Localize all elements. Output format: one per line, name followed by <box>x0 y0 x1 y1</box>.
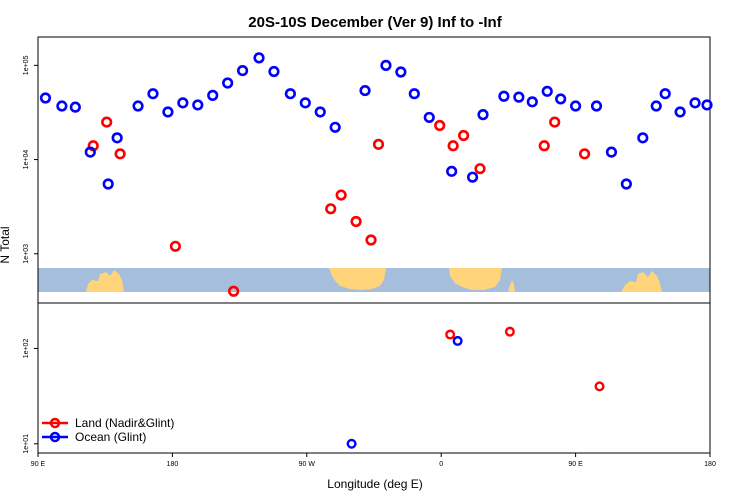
land-point <box>504 326 515 337</box>
ocean-point <box>408 88 420 100</box>
land-point <box>549 116 561 128</box>
ocean-point <box>659 88 671 100</box>
ocean-point <box>222 77 234 89</box>
map-land <box>86 270 124 292</box>
world-map-strip <box>38 268 710 292</box>
y-tick-label: 1e+02 <box>23 339 30 359</box>
ocean-point <box>56 100 68 112</box>
ocean-point <box>162 106 174 118</box>
y-tick-label: 1e+04 <box>23 150 30 170</box>
land-point <box>335 189 347 201</box>
land-point <box>474 163 486 175</box>
x-axis-ticks: 90 E 180 90 W 0 90 E 180 <box>31 453 716 468</box>
land-point <box>447 140 459 152</box>
legend-marker <box>49 431 61 443</box>
map-land <box>621 271 662 292</box>
chart-title: 20S-10S December (Ver 9) Inf to -Inf <box>248 14 502 31</box>
ocean-point <box>605 146 618 158</box>
land-point <box>578 148 591 160</box>
ocean-point <box>147 88 159 100</box>
legend: Land (Nadir&Glint)Ocean (Glint) <box>42 416 174 444</box>
land-point <box>101 116 113 128</box>
ocean-point <box>555 93 567 105</box>
ocean-point <box>513 91 525 103</box>
ocean-point <box>637 132 649 144</box>
land-point <box>228 285 240 297</box>
ocean-point <box>177 97 189 109</box>
ocean-point <box>39 92 52 104</box>
ocean-point <box>192 99 204 111</box>
land-point <box>350 215 362 228</box>
ocean-point <box>359 84 371 97</box>
x-tick-label: 180 <box>167 461 179 468</box>
ocean-point <box>446 165 458 177</box>
ocean-point <box>314 106 326 118</box>
land-point <box>325 203 337 215</box>
ocean-point <box>253 52 265 64</box>
map-land <box>508 280 515 292</box>
data-points <box>39 52 713 449</box>
ocean-point <box>674 106 686 118</box>
land-point <box>445 329 456 340</box>
ocean-point <box>268 65 280 78</box>
x-tick-label: 90 E <box>31 461 46 468</box>
ocean-point <box>132 100 144 112</box>
land-point <box>458 129 470 142</box>
ocean-point <box>526 96 538 108</box>
lower-panel-frame <box>37 302 711 454</box>
ocean-point <box>569 100 582 112</box>
y-axis-label: N Total <box>0 226 12 263</box>
y-tick-label: 1e+03 <box>23 244 30 264</box>
ocean-point <box>590 100 603 112</box>
x-tick-label: 0 <box>439 461 443 468</box>
ocean-point <box>650 100 662 112</box>
land-point <box>372 138 385 150</box>
ocean-point <box>395 66 407 78</box>
y-tick-label: 1e+01 <box>23 434 30 454</box>
ocean-point <box>346 438 357 449</box>
ocean-point <box>620 178 632 190</box>
ocean-point <box>207 89 219 101</box>
ocean-point <box>541 85 553 97</box>
ocean-point <box>299 97 311 109</box>
ocean-point <box>466 171 479 183</box>
ocean-point <box>689 97 701 109</box>
y-axis-ticks: 1e+03 1e+04 1e+05 1e+01 1e+02 <box>23 55 38 454</box>
ocean-point <box>477 109 489 121</box>
ocean-point <box>111 132 123 144</box>
ocean-point <box>380 59 392 71</box>
ocean-point <box>284 88 296 100</box>
x-tick-label: 90 W <box>299 461 316 468</box>
ocean-point <box>102 178 114 190</box>
land-point <box>594 381 605 392</box>
ocean-point <box>423 111 435 124</box>
x-tick-label: 180 <box>704 461 716 468</box>
ocean-point <box>84 146 96 158</box>
ocean-point <box>69 101 81 113</box>
land-point <box>365 234 377 246</box>
land-point <box>434 119 446 132</box>
land-point <box>114 148 126 160</box>
ocean-point <box>701 99 713 111</box>
ocean-point <box>329 121 341 133</box>
ocean-point <box>452 335 463 346</box>
legend-marker <box>49 417 61 429</box>
ocean-point <box>498 90 510 102</box>
y-tick-label: 1e+05 <box>23 55 30 75</box>
legend-label: Ocean (Glint) <box>75 430 146 444</box>
x-tick-label: 90 E <box>568 461 583 468</box>
land-point <box>538 140 550 152</box>
legend-label: Land (Nadir&Glint) <box>75 416 174 430</box>
upper-panel-frame <box>37 36 711 304</box>
x-axis-label: Longitude (deg E) <box>327 477 422 491</box>
map-land <box>449 268 502 290</box>
ocean-point <box>236 64 249 77</box>
land-point <box>169 240 181 252</box>
map-land <box>329 268 386 290</box>
